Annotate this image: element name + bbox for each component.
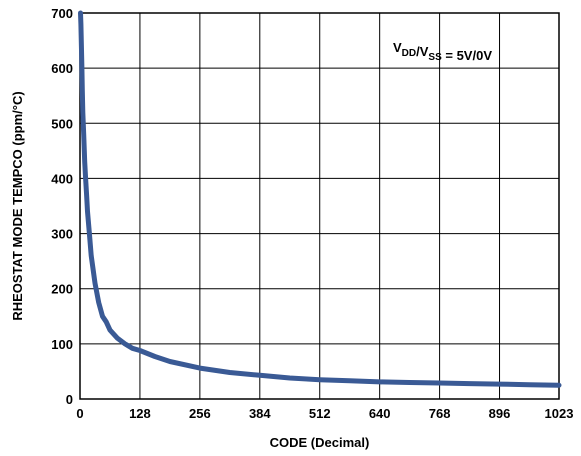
y-tick-label: 700 [51,6,73,21]
x-tick-label: 0 [76,406,83,421]
annotation-text: /V [416,44,429,59]
x-tick-label: 640 [369,406,391,421]
y-tick-label: 100 [51,337,73,352]
x-tick-label: 768 [429,406,451,421]
grid [80,13,559,399]
x-tick-label: 256 [189,406,211,421]
annotation-text: V [393,40,402,55]
x-axis-label: CODE (Decimal) [270,435,370,450]
x-tick-labels: 0 128 256 384 512 640 768 896 1023 [76,406,573,421]
x-tick-label: 384 [249,406,271,421]
y-tick-labels: 0 100 200 300 400 500 600 700 [51,6,73,407]
y-tick-label: 0 [66,392,73,407]
series-layer [78,10,562,388]
y-tick-label: 200 [51,282,73,297]
y-tick-label: 300 [51,227,73,242]
x-tick-label: 1023 [545,406,574,421]
x-tick-label: 512 [309,406,331,421]
y-tick-label: 400 [51,171,73,186]
x-tick-label: 896 [489,406,511,421]
tempco-series-line [78,10,562,388]
supply-voltage-annotation: VDD/VSS = 5V/0V [393,40,492,63]
y-axis-label: RHEOSTAT MODE TEMPCO (ppm/°C) [10,91,25,320]
y-tick-label: 600 [51,61,73,76]
y-tick-label: 500 [51,116,73,131]
annotation-text: = 5V/0V [442,48,493,63]
annotation-subscript: SS [428,52,442,63]
annotation-subscript: DD [402,48,416,59]
x-tick-label: 128 [129,406,151,421]
plot-frame [79,12,560,400]
